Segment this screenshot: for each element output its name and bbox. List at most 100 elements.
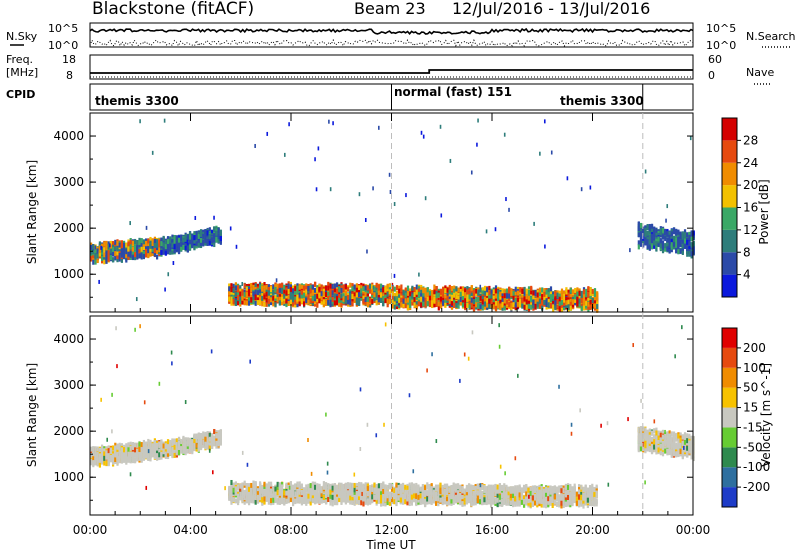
range-gate-cell bbox=[395, 291, 399, 297]
range-gate-cell bbox=[280, 282, 284, 288]
range-gate-cell bbox=[398, 293, 401, 299]
range-gate-cell bbox=[644, 169, 647, 174]
range-gate-cell bbox=[576, 287, 579, 293]
power-ylabel: Slant Range [km] bbox=[25, 160, 39, 264]
range-gate-cell bbox=[525, 288, 528, 294]
range-gate-cell bbox=[338, 297, 341, 303]
range-gate-cell bbox=[379, 292, 383, 298]
range-gate-cell bbox=[483, 297, 487, 303]
range-gate-cell bbox=[552, 294, 555, 300]
range-gate-cell bbox=[296, 302, 299, 308]
range-gate-cell bbox=[269, 297, 273, 303]
range-gate-cell bbox=[585, 300, 588, 306]
range-gate-cell bbox=[591, 288, 594, 294]
range-gate-cell bbox=[391, 290, 394, 296]
range-gate-cell bbox=[138, 253, 141, 259]
range-gate-cell bbox=[313, 301, 317, 307]
range-gate-cell bbox=[372, 186, 374, 191]
range-gate-cell bbox=[464, 292, 467, 298]
range-gate-cell bbox=[391, 303, 394, 309]
range-gate-cell bbox=[156, 442, 159, 448]
range-gate-cell bbox=[158, 242, 161, 248]
range-gate-cell bbox=[274, 302, 277, 308]
range-gate-cell bbox=[294, 299, 297, 305]
range-gate-cell bbox=[569, 305, 572, 311]
range-gate-cell bbox=[413, 287, 416, 293]
range-gate-cell bbox=[123, 457, 126, 463]
range-gate-cell bbox=[668, 243, 671, 249]
range-gate-cell bbox=[335, 296, 339, 302]
range-gate-cell bbox=[103, 460, 106, 466]
range-gate-cell bbox=[366, 249, 368, 254]
range-gate-cell bbox=[329, 187, 332, 192]
range-gate-cell bbox=[151, 443, 154, 449]
range-gate-cell bbox=[184, 236, 187, 242]
range-gate-cell bbox=[254, 300, 257, 306]
range-gate-cell bbox=[274, 298, 277, 304]
range-gate-cell bbox=[158, 247, 161, 253]
range-gate-cell bbox=[166, 239, 170, 245]
range-gate-cell bbox=[349, 282, 352, 288]
freq-line bbox=[90, 69, 693, 74]
range-gate-cell bbox=[382, 300, 385, 306]
range-gate-cell bbox=[424, 297, 427, 303]
range-gate-cell bbox=[191, 439, 194, 445]
range-gate-cell bbox=[335, 282, 339, 288]
range-gate-cell bbox=[344, 298, 347, 304]
range-gate-cell bbox=[125, 245, 128, 251]
range-gate-cell bbox=[283, 284, 286, 290]
range-gate-cell bbox=[153, 242, 156, 248]
range-gate-cell bbox=[263, 294, 266, 300]
range-gate-cell bbox=[291, 301, 295, 307]
range-gate-cell bbox=[431, 295, 434, 301]
range-gate-cell bbox=[431, 302, 434, 308]
range-gate-cell bbox=[497, 303, 500, 309]
range-gate-cell bbox=[375, 292, 378, 298]
range-gate-cell bbox=[459, 288, 462, 294]
range-gate-cell bbox=[457, 295, 460, 301]
range-gate-cell bbox=[368, 285, 372, 291]
range-gate-cell bbox=[180, 241, 183, 247]
range-gate-cell bbox=[400, 284, 403, 290]
range-gate-cell bbox=[228, 286, 231, 292]
range-gate-cell bbox=[261, 295, 264, 301]
range-gate-cell bbox=[393, 202, 396, 207]
range-gate-cell bbox=[686, 239, 689, 245]
range-gate-cell bbox=[219, 229, 222, 235]
range-gate-cell bbox=[433, 284, 436, 290]
range-gate-cell bbox=[585, 288, 588, 294]
range-gate-cell bbox=[457, 303, 460, 309]
range-gate-cell bbox=[428, 302, 432, 308]
range-gate-cell bbox=[112, 241, 115, 247]
range-gate-cell bbox=[145, 225, 148, 230]
range-gate-cell bbox=[437, 305, 440, 311]
range-gate-cell bbox=[291, 288, 295, 294]
range-gate-cell bbox=[116, 257, 119, 263]
range-gate-cell bbox=[668, 234, 671, 240]
range-gate-cell bbox=[278, 294, 281, 300]
range-gate-cell bbox=[149, 236, 152, 242]
range-gate-cell bbox=[107, 448, 110, 454]
range-gate-cell bbox=[409, 303, 412, 309]
range-gate-cell bbox=[644, 240, 647, 246]
range-gate-cell bbox=[342, 284, 345, 290]
range-gate-cell bbox=[287, 289, 290, 295]
range-gate-cell bbox=[444, 302, 447, 308]
range-gate-cell bbox=[338, 294, 341, 300]
range-gate-cell bbox=[514, 286, 517, 292]
range-gate-cell bbox=[263, 288, 266, 294]
range-gate-cell bbox=[448, 289, 451, 295]
range-gate-cell bbox=[444, 288, 447, 294]
range-gate-cell bbox=[591, 297, 594, 303]
range-gate-cell bbox=[472, 295, 476, 301]
range-gate-cell bbox=[285, 287, 288, 293]
range-gate-cell bbox=[188, 244, 192, 250]
range-gate-cell bbox=[288, 122, 290, 127]
range-gate-cell bbox=[415, 284, 418, 290]
range-gate-cell bbox=[411, 293, 414, 299]
range-gate-cell bbox=[497, 293, 500, 299]
range-gate-cell bbox=[578, 298, 581, 304]
range-gate-cell bbox=[274, 295, 277, 301]
range-gate-cell bbox=[136, 448, 139, 454]
range-gate-cell bbox=[188, 448, 192, 454]
